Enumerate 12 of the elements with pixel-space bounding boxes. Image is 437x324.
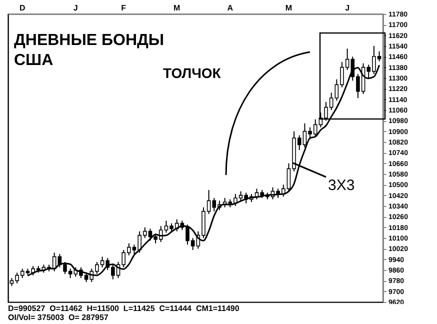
text: OI/Vol= 375003 O= 287957 <box>8 313 108 322</box>
text: ДНЕВНЫЕ БОНДЫ США <box>14 32 164 69</box>
x-tick-label: A <box>227 4 234 12</box>
x-tick-label: F <box>121 4 126 12</box>
x-tick-label: M <box>285 4 292 12</box>
text: D=990527 O=11462 H=11500 L=11425 C=11444 CM1=11490 <box>8 304 240 313</box>
x-tick-label: J <box>345 4 350 12</box>
annotation: ТОЛЧОК <box>163 65 222 81</box>
x-tick-label: M <box>174 4 181 12</box>
x-tick-label: J <box>73 4 78 12</box>
text: 3X3 <box>328 177 355 194</box>
x-tick-label: D <box>19 4 26 12</box>
